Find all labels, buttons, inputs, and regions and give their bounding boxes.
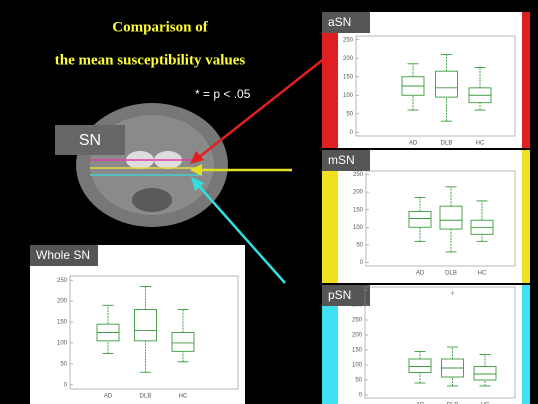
y-tick-label: 100 bbox=[352, 363, 363, 369]
y-tick-label: 50 bbox=[356, 242, 363, 248]
y-tick-label: 150 bbox=[343, 74, 354, 80]
y-tick-label: 150 bbox=[353, 207, 364, 213]
brain-image bbox=[76, 103, 228, 227]
y-tick-label: 100 bbox=[353, 225, 364, 231]
y-tick-label: 250 bbox=[57, 278, 68, 284]
panel-title: aSN bbox=[328, 15, 351, 29]
panel-title: Whole SN bbox=[36, 248, 90, 262]
y-tick-label: 150 bbox=[57, 320, 68, 326]
y-tick-label: 200 bbox=[353, 190, 364, 196]
annotation: * = p < .05 bbox=[195, 87, 251, 101]
y-tick-label: 250 bbox=[352, 318, 363, 324]
y-tick-label: 150 bbox=[352, 348, 363, 354]
panel-title: pSN bbox=[328, 288, 351, 302]
x-tick-label: AD bbox=[409, 141, 418, 147]
y-tick-label: 250 bbox=[343, 37, 354, 43]
x-tick-label: HC bbox=[179, 394, 188, 400]
panel-title: mSN bbox=[328, 153, 355, 167]
title-line: the mean susceptibility values bbox=[55, 52, 246, 68]
x-tick-label: DLB bbox=[140, 394, 152, 400]
y-tick-label: 50 bbox=[355, 378, 362, 384]
x-tick-label: HC bbox=[478, 271, 487, 277]
y-tick-label: 200 bbox=[352, 333, 363, 339]
y-tick-label: 350 bbox=[352, 288, 363, 294]
x-tick-label: HC bbox=[476, 141, 485, 147]
label: SN bbox=[79, 132, 101, 149]
x-tick-label: AD bbox=[416, 271, 425, 277]
y-tick-label: 300 bbox=[352, 303, 363, 309]
y-tick-label: 50 bbox=[346, 111, 353, 117]
y-tick-label: 100 bbox=[57, 341, 68, 347]
x-tick-label: DLB bbox=[445, 271, 457, 277]
y-tick-label: 100 bbox=[343, 93, 354, 99]
y-tick-label: 200 bbox=[343, 56, 354, 62]
slide: Comparison of the mean susceptibility va… bbox=[0, 0, 538, 404]
x-tick-label: AD bbox=[104, 394, 113, 400]
y-tick-label: 250 bbox=[353, 172, 364, 178]
x-tick-label: DLB bbox=[441, 141, 453, 147]
y-tick-label: 200 bbox=[57, 299, 68, 305]
title-line: Comparison of bbox=[112, 19, 208, 35]
y-tick-label: 50 bbox=[60, 361, 67, 367]
